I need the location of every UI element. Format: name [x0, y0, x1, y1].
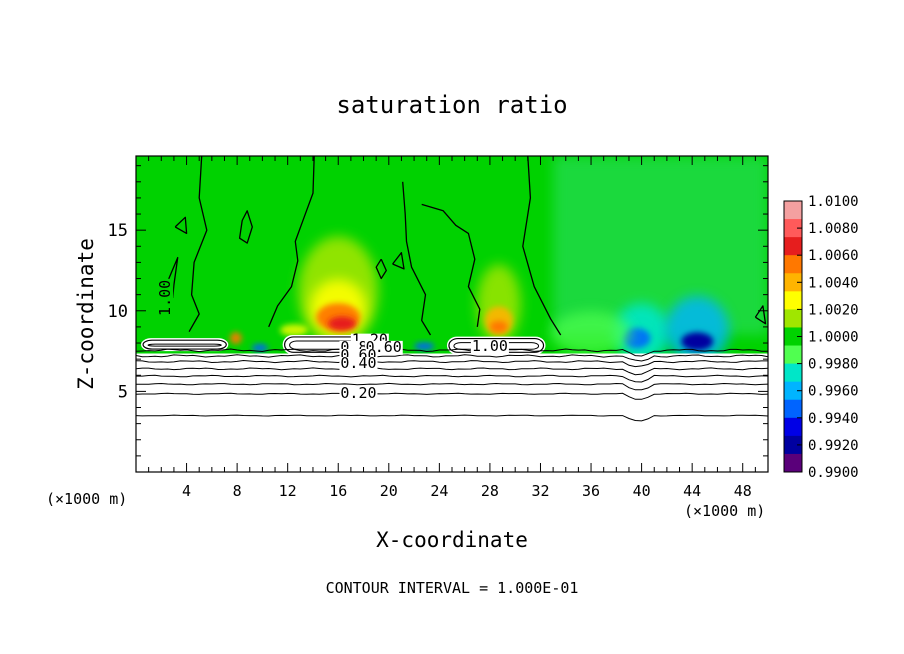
colorbar-swatch-2 — [784, 237, 802, 256]
saturation-field — [136, 156, 768, 472]
x-tick-label-36: 36 — [582, 482, 600, 500]
contour-label-7: 1.00 — [156, 280, 174, 316]
cool-23 — [414, 342, 435, 351]
cool-44-outer — [665, 296, 730, 365]
colorbar-swatch-11 — [784, 399, 802, 419]
colorbar-label-8: 0.9940 — [808, 411, 859, 427]
x-tick-label-8: 8 — [233, 482, 242, 500]
x-axis-ticks: 4 8 12 16 20 24 28 32 36 40 44 48 — [148, 156, 756, 500]
contour-line-6 — [136, 354, 768, 362]
colorbar-swatch-3 — [784, 255, 802, 274]
contour-line-4 — [136, 367, 768, 376]
x-tick-label-32: 32 — [531, 482, 549, 500]
contour-upper-9 — [392, 252, 405, 270]
colorbar-swatch-9 — [784, 363, 802, 383]
contour-label-bg-6 — [470, 340, 509, 355]
colorbar-swatch-4 — [784, 273, 802, 292]
contour-upper-2 — [238, 210, 253, 244]
cloud-outline-0 — [142, 339, 227, 350]
x-tick-label-4: 4 — [182, 482, 191, 500]
contour-interval-note: CONTOUR INTERVAL = 1.000E-01 — [326, 579, 579, 597]
x-tick-label-20: 20 — [380, 482, 398, 500]
y-axis-label: Z-coordinate — [74, 238, 98, 390]
y-tick-label-10: 10 — [108, 302, 128, 322]
contour-upper-8 — [522, 156, 562, 336]
cool-10 — [251, 343, 268, 352]
colorbar-swatch-1 — [784, 219, 802, 238]
x-tick-label-28: 28 — [481, 482, 499, 500]
colorbar-swatch-13 — [784, 435, 802, 455]
plume-16-hot — [328, 316, 357, 331]
contour-upper-3 — [174, 216, 188, 235]
contour-label-4: 0.40 — [340, 354, 376, 372]
x-tick-label-40: 40 — [633, 482, 651, 500]
colorbar-swatch-14 — [784, 453, 802, 473]
plume-8 — [229, 332, 242, 345]
colorbar-label-4: 1.0020 — [808, 302, 859, 318]
colorbar-swatch-12 — [784, 417, 802, 437]
x-tick-label-12: 12 — [279, 482, 297, 500]
colorbar-label-6: 0.9980 — [808, 357, 859, 373]
x-tick-label-24: 24 — [430, 482, 448, 500]
contour-label-bg-7 — [159, 278, 174, 317]
contour-upper-6 — [402, 181, 432, 336]
plume-28-hot — [489, 320, 508, 333]
colorbar-swatch-8 — [784, 345, 802, 365]
contour-upper-0 — [188, 156, 208, 333]
x-axis-label: X-coordinate — [376, 528, 528, 552]
cloud-inner-outline-0 — [147, 343, 222, 347]
colorbar-label-7: 0.9960 — [808, 384, 859, 400]
contour-line-5 — [136, 359, 768, 368]
contour-upper-4 — [268, 156, 315, 328]
contour-line-2 — [136, 382, 768, 391]
colorbar-label-2: 1.0060 — [808, 248, 859, 264]
contour-label-bg-4 — [339, 357, 378, 372]
contour-line-1 — [136, 392, 768, 400]
colorbar-label-1: 1.0080 — [808, 221, 859, 237]
contour-labels: 1.200.800.600.600.400.201.001.00 — [156, 278, 509, 402]
colorbar-label-10: 0.9900 — [808, 465, 859, 481]
contour-upper-7 — [421, 203, 481, 327]
y-tick-label-15: 15 — [108, 221, 128, 241]
cool-44-core — [681, 332, 714, 351]
stable-layer — [136, 353, 768, 472]
contour-line-0 — [136, 414, 768, 422]
cool-36 — [551, 311, 632, 356]
contour-label-5: 0.20 — [340, 384, 376, 402]
contour-upper-5 — [375, 258, 387, 280]
contour-label-bg-5 — [339, 386, 378, 401]
y-axis-ticks: 5 10 15 — [108, 165, 768, 457]
x-unit-label-right: (×1000 m) — [684, 502, 765, 520]
x-tick-label-16: 16 — [329, 482, 347, 500]
colorbar-swatch-0 — [784, 201, 802, 220]
contour-upper-10 — [754, 305, 767, 325]
y-tick-label-5: 5 — [118, 382, 128, 402]
plume-12 — [280, 324, 308, 337]
colorbar-swatch-5 — [784, 291, 802, 310]
chart-title: saturation ratio — [336, 91, 567, 119]
colorbar-swatch-7 — [784, 327, 802, 347]
colorbar-label-5: 1.0000 — [808, 330, 859, 346]
colorbar-label-3: 1.0040 — [808, 275, 859, 291]
x-tick-label-48: 48 — [734, 482, 752, 500]
contour-line-3 — [136, 374, 768, 383]
field-cool-region — [553, 156, 768, 335]
contour-label-6: 1.00 — [472, 337, 508, 355]
colorbar-label-9: 0.9920 — [808, 438, 859, 454]
colorbar-swatch-6 — [784, 309, 802, 328]
colorbar-swatch-10 — [784, 381, 802, 401]
x-tick-label-44: 44 — [683, 482, 701, 500]
colorbar: 1.0100 1.0080 1.0060 1.0040 1.0020 1.0000 0.99… — [783, 194, 859, 481]
x-unit-label-left: (×1000 m) — [46, 490, 127, 508]
colorbar-label-0: 1.0100 — [808, 194, 859, 210]
